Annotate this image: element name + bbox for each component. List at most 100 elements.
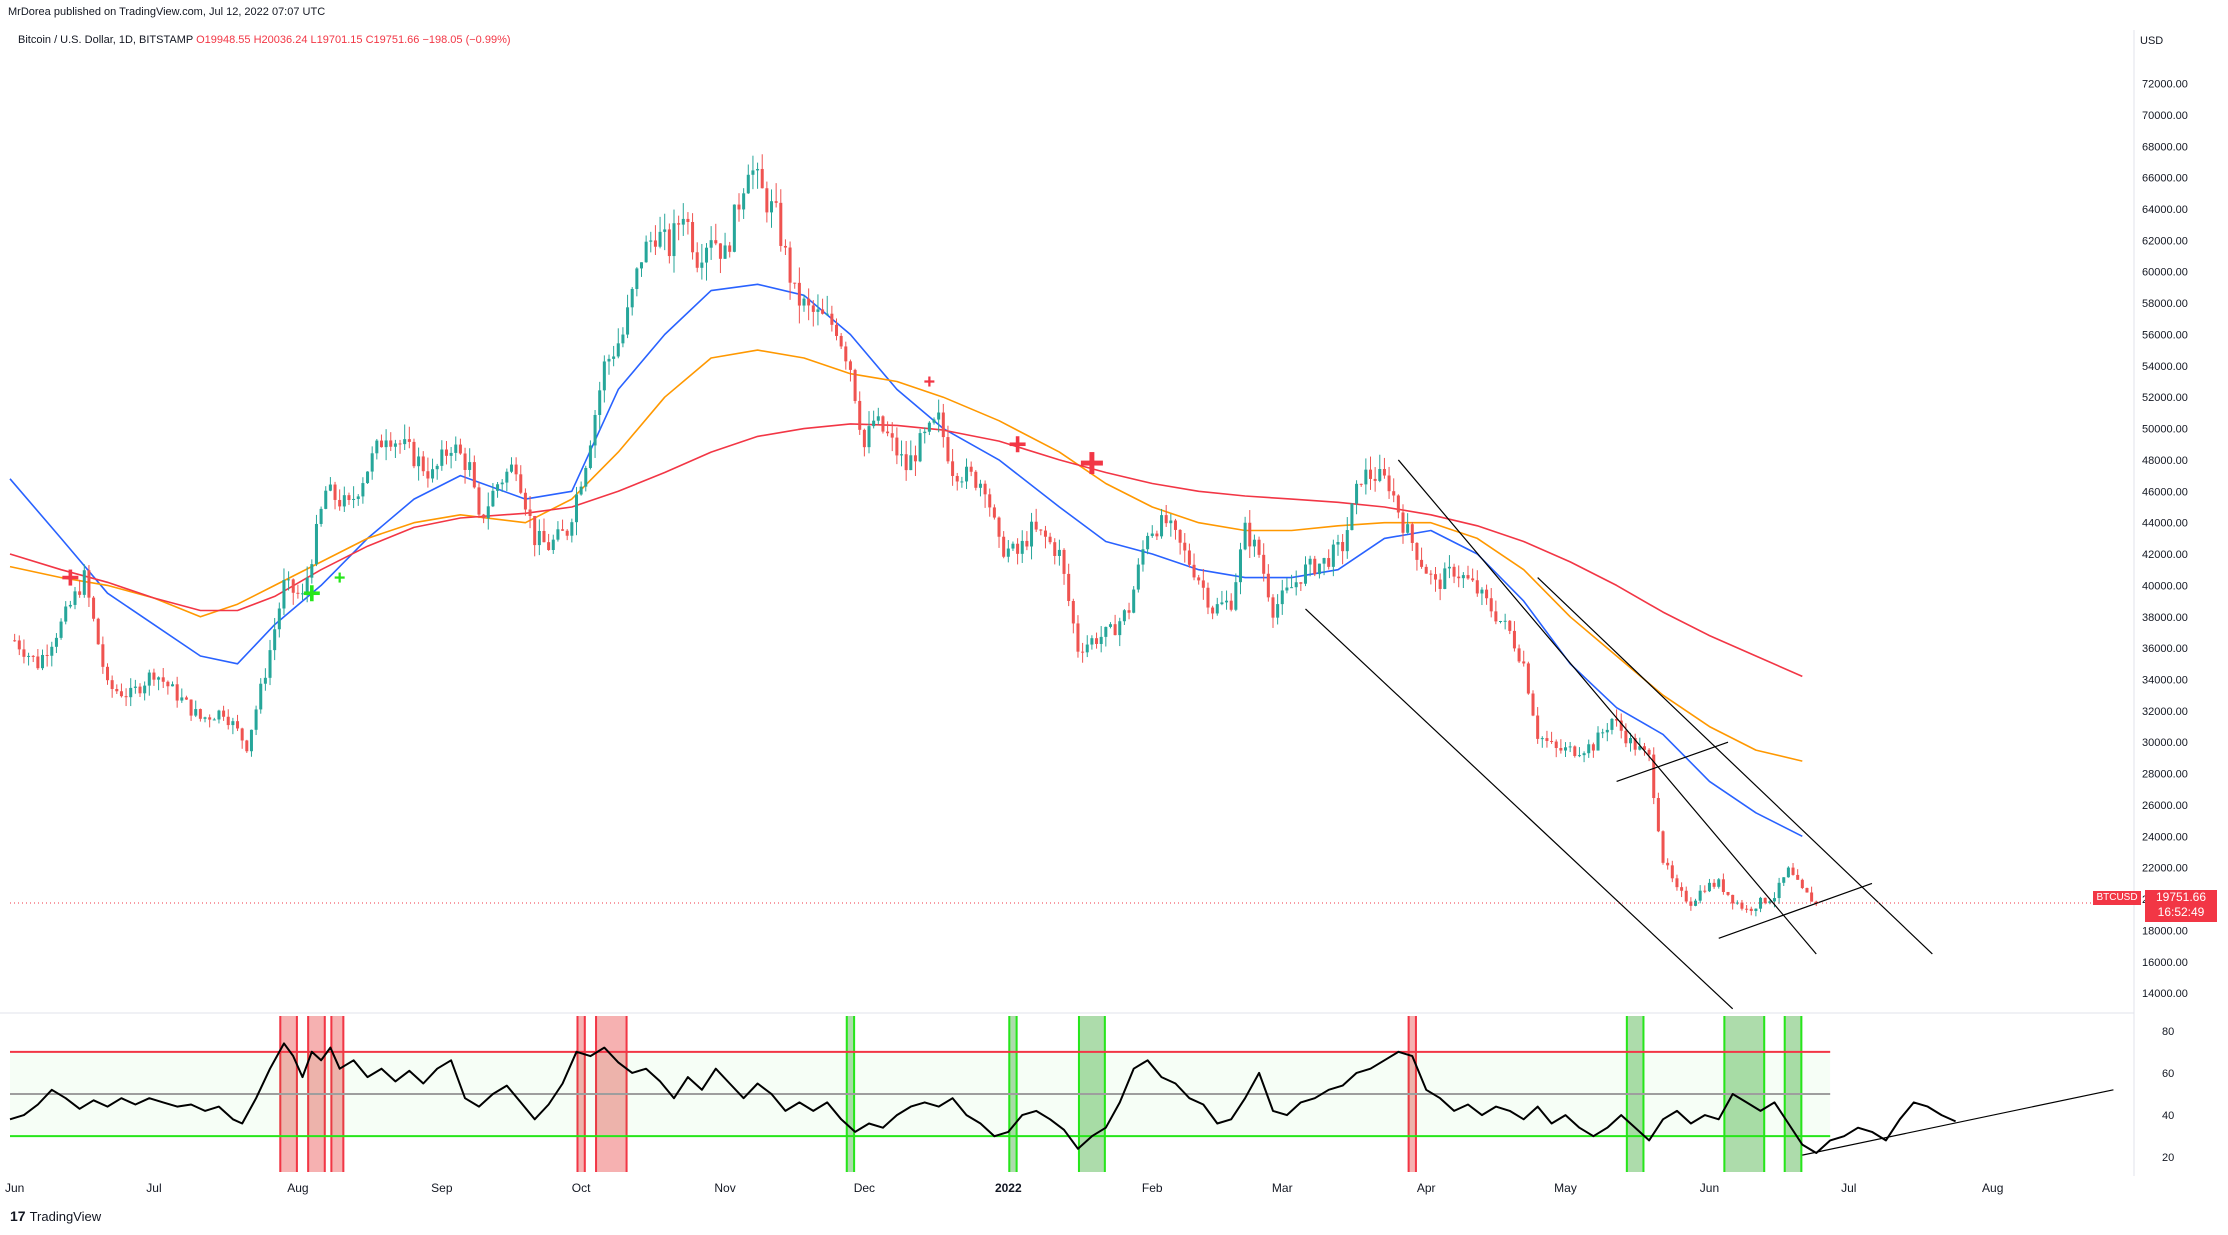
candle-body [1814,901,1818,903]
symbol-legend: Bitcoin / U.S. Dollar, 1D, BITSTAMP O199… [18,34,511,46]
candle-body [1712,882,1716,887]
candle-body [718,243,722,259]
candle-body [40,654,45,669]
candle-body [115,688,119,692]
candle-body [1262,554,1266,574]
candle-body [811,305,815,312]
candle-body [1355,483,1359,504]
candle-body [937,412,941,420]
candle-body [779,202,783,246]
candle-body [756,168,760,171]
candle-body [27,655,31,657]
candle-body [1508,620,1512,631]
price-trend-line [1305,608,1734,1010]
candle-body [92,597,96,619]
candle-body [1164,515,1168,524]
candle-body [491,490,495,507]
candle-body [923,431,927,434]
candle-body [737,204,741,210]
candle-body [1666,862,1670,866]
candle-body [268,650,272,678]
candle-body [287,579,291,581]
candle-body [157,677,161,680]
candle-body [1647,749,1651,755]
candle-body [867,426,871,448]
tradingview-logo-icon: 17 [10,1208,26,1224]
candle-body [1136,564,1140,590]
candle-body [444,449,448,456]
candle-body [1554,741,1558,749]
candle-body [1717,879,1721,887]
candle-body [835,324,839,336]
candle-body [858,400,862,430]
candle-body [384,440,388,448]
candle-body [1749,908,1753,911]
candle-body [64,606,68,622]
candle-body [960,481,964,483]
candle-body [700,262,704,268]
candle-body [426,471,430,479]
time-tick-label: Apr [1417,1181,1436,1195]
cross-marker-bar [68,569,73,586]
candle-body [1475,580,1479,594]
candle-body [398,443,402,445]
tradingview-logo[interactable]: 17 TradingView [10,1208,101,1224]
candle-body [217,710,221,720]
candle-body [356,496,360,499]
candle-body [886,431,890,434]
candle-body [1452,566,1456,577]
candle-body [941,412,945,438]
moving-average-line [9,423,1803,678]
candle-body [612,356,616,359]
rsi-axis: 20 40 60 80 [2162,1026,2174,1164]
ohlc-low: L19701.15 [310,34,363,46]
candle-body [1782,877,1786,883]
price-tick-label: 54000.00 [2142,361,2188,373]
candle-body [96,618,100,645]
candle-body [533,515,537,546]
ma-cross-marker [1009,436,1026,453]
candle-body [1629,738,1633,744]
candle-body [468,462,472,470]
candle-body [681,218,685,225]
candle-body [50,646,54,656]
candle-body [1150,533,1154,536]
candle-body [1243,522,1247,550]
candle-body [1373,478,1377,481]
candle-body [1155,533,1159,537]
candle-body [547,542,551,550]
ma-cross-marker [924,376,935,387]
candle-body [1327,558,1331,567]
candle-body [1095,638,1099,644]
price-trend-line [1616,741,1729,783]
time-tick-label: Oct [572,1181,591,1195]
candle-body [978,483,982,488]
candle-body [649,240,653,242]
candle-body [1721,879,1725,892]
candle-body [672,223,676,257]
candle-body [1322,558,1326,564]
candle-body [1503,620,1507,622]
candle-body [1020,540,1024,554]
last-price-tag: 19751.66 16:52:49 [2145,890,2217,922]
candle-body [1684,890,1688,902]
candle-body [273,629,277,651]
candle-body [1680,887,1684,891]
candle-body [519,474,523,493]
candle-body [983,483,987,495]
candle-body [728,245,732,252]
candle-body [658,231,662,247]
candle-body [1471,578,1475,581]
candle-body [1238,549,1242,583]
candle-body [101,644,105,667]
candle-body [769,201,774,213]
candle-body [431,469,435,479]
candle-body [393,443,397,447]
price-tick-label: 46000.00 [2142,486,2188,498]
candle-body [537,530,541,546]
candle-body [375,440,379,454]
candle-body [194,709,198,716]
price-tick-label: 58000.00 [2142,298,2188,310]
price-tick-label: 70000.00 [2142,110,2188,122]
